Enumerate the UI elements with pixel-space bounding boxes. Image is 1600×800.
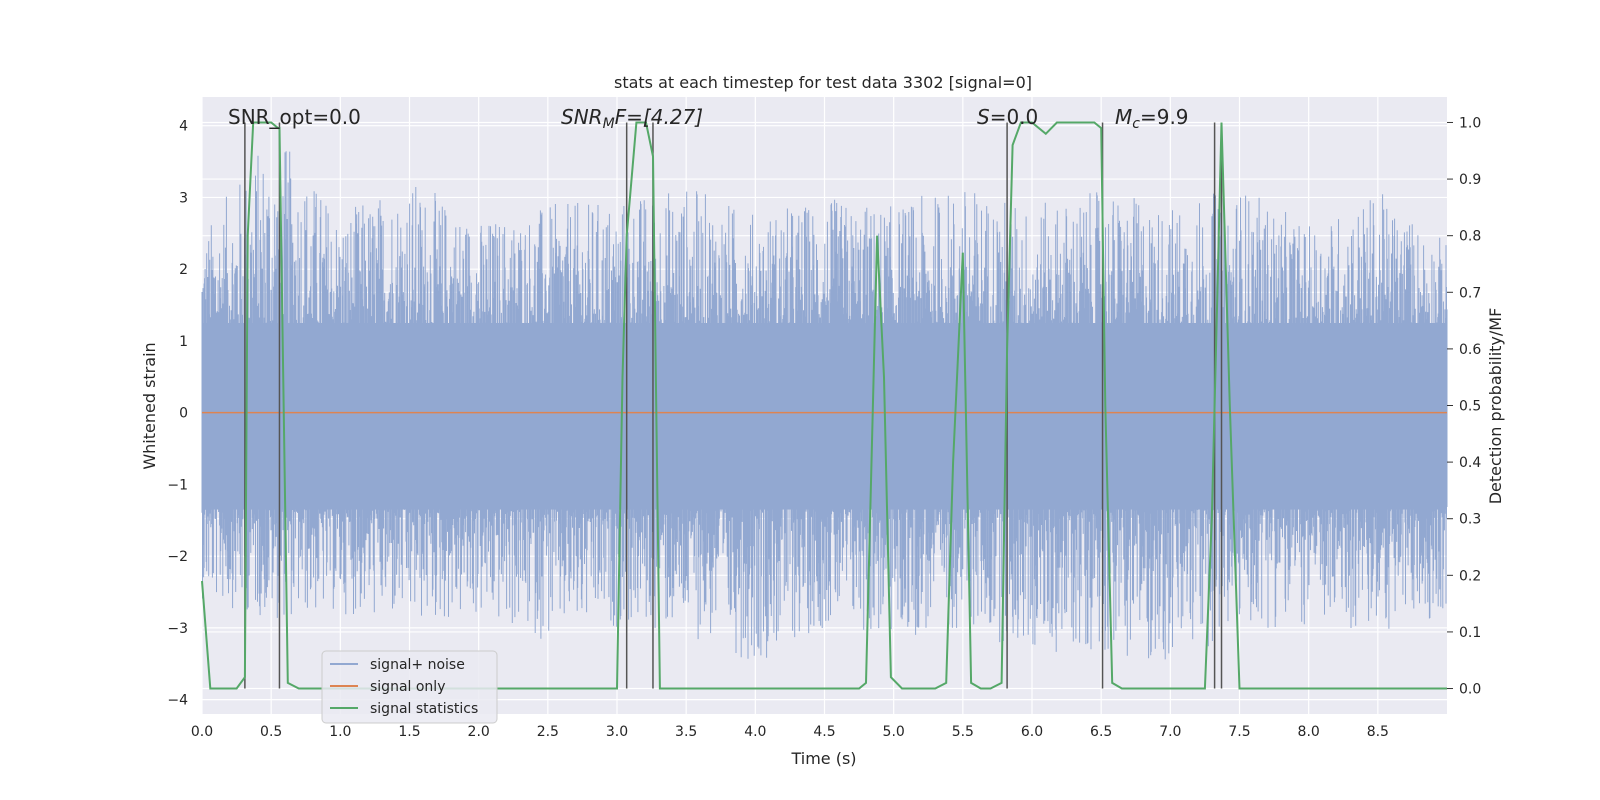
x-tick-label: 5.0 xyxy=(883,724,905,740)
x-tick-label: 7.0 xyxy=(1159,724,1181,740)
vertical-markers xyxy=(244,122,1223,689)
y-right-tick-label: 1.0 xyxy=(1459,115,1481,131)
mc-value: =9.9 xyxy=(1140,105,1189,129)
y-left-tick-label: 0 xyxy=(179,406,188,422)
x-tick-label: 1.5 xyxy=(398,724,420,740)
x-tick-label: 8.0 xyxy=(1298,724,1320,740)
s-value: =0.0 xyxy=(990,105,1039,129)
x-axis-ticks: 0.0 0.5 1.0 1.5 2.0 2.5 3.0 3.5 4.0 4.5 5.0 5.5 6.0 6… xyxy=(191,724,1389,740)
y-right-tick-label: 0.2 xyxy=(1459,568,1481,584)
x-tick-label: 2.0 xyxy=(468,724,490,740)
snr-mf-value: F=[4.27] xyxy=(615,105,703,129)
x-tick-label: 3.5 xyxy=(675,724,697,740)
x-tick-label: 1.0 xyxy=(329,724,351,740)
x-tick-label: 2.5 xyxy=(537,724,559,740)
y-left-tick-label: 1 xyxy=(179,334,188,350)
snr-mf-subscript: M xyxy=(603,116,615,132)
snr-mf-symbol: SNR xyxy=(561,105,603,129)
y-right-tick-label: 0.6 xyxy=(1459,342,1481,358)
mc-subscript: c xyxy=(1132,116,1140,132)
y-right-tick-label: 0.7 xyxy=(1459,285,1481,301)
x-tick-label: 0.5 xyxy=(260,724,282,740)
x-tick-label: 8.5 xyxy=(1367,724,1389,740)
legend-label-signal-only: signal only xyxy=(370,679,445,695)
y-right-tick-label: 0.8 xyxy=(1459,229,1481,245)
annotation-mc: Mc=9.9 xyxy=(1115,105,1189,132)
signal-noise-series xyxy=(201,148,1448,660)
x-tick-label: 4.0 xyxy=(744,724,766,740)
legend: signal+ noise signal only signal statist… xyxy=(321,650,498,724)
noise-trace xyxy=(201,148,1448,660)
x-tick-label: 3.0 xyxy=(606,724,628,740)
y-left-tick-label: −3 xyxy=(167,621,188,637)
y-right-tick-label: 0.9 xyxy=(1459,172,1481,188)
x-tick-label: 7.5 xyxy=(1228,724,1250,740)
right-axis-ticks: 1.0 0.9 0.8 0.7 0.6 0.5 0.4 0.3 0.2 0.1 0.0 xyxy=(1447,115,1481,698)
x-tick-label: 4.5 xyxy=(813,724,835,740)
left-axis-ticks: 4 3 2 1 0 −1 −2 −3 −4 xyxy=(167,119,188,709)
y-left-tick-label: −4 xyxy=(167,693,188,709)
left-axis-title: Whitened strain xyxy=(140,342,159,469)
y-right-tick-label: 0.1 xyxy=(1459,625,1481,641)
s-symbol: S xyxy=(977,105,990,129)
x-tick-label: 0.0 xyxy=(191,724,213,740)
mc-symbol: M xyxy=(1115,105,1132,129)
legend-label-noise: signal+ noise xyxy=(370,657,465,673)
annotation-snr-mf: SNRMF=[4.27] xyxy=(561,105,703,132)
signal-statistics-series xyxy=(201,121,1447,690)
y-left-tick-label: 2 xyxy=(179,262,188,278)
annotation-s: S=0.0 xyxy=(977,105,1038,129)
y-right-tick-label: 0.0 xyxy=(1459,682,1481,698)
x-tick-label: 6.5 xyxy=(1090,724,1112,740)
y-left-tick-label: 3 xyxy=(179,190,188,206)
y-right-tick-label: 0.3 xyxy=(1459,512,1481,528)
x-axis-title: Time (s) xyxy=(790,749,856,768)
x-tick-label: 5.5 xyxy=(952,724,974,740)
y-left-tick-label: 4 xyxy=(179,119,188,135)
legend-label-statistics: signal statistics xyxy=(370,701,478,717)
y-left-tick-label: −1 xyxy=(167,477,188,493)
right-axis-title: Detection probability/MF xyxy=(1486,308,1505,505)
chart-title: stats at each timestep for test data 330… xyxy=(614,73,1032,92)
legend-box xyxy=(321,650,498,724)
statistics-line xyxy=(201,121,1447,690)
annotation-snr-opt: SNR_opt=0.0 xyxy=(228,105,361,129)
y-right-tick-label: 0.4 xyxy=(1459,455,1481,471)
y-right-tick-label: 0.5 xyxy=(1459,399,1481,415)
y-left-tick-label: −2 xyxy=(167,549,188,565)
x-tick-label: 6.0 xyxy=(1021,724,1043,740)
